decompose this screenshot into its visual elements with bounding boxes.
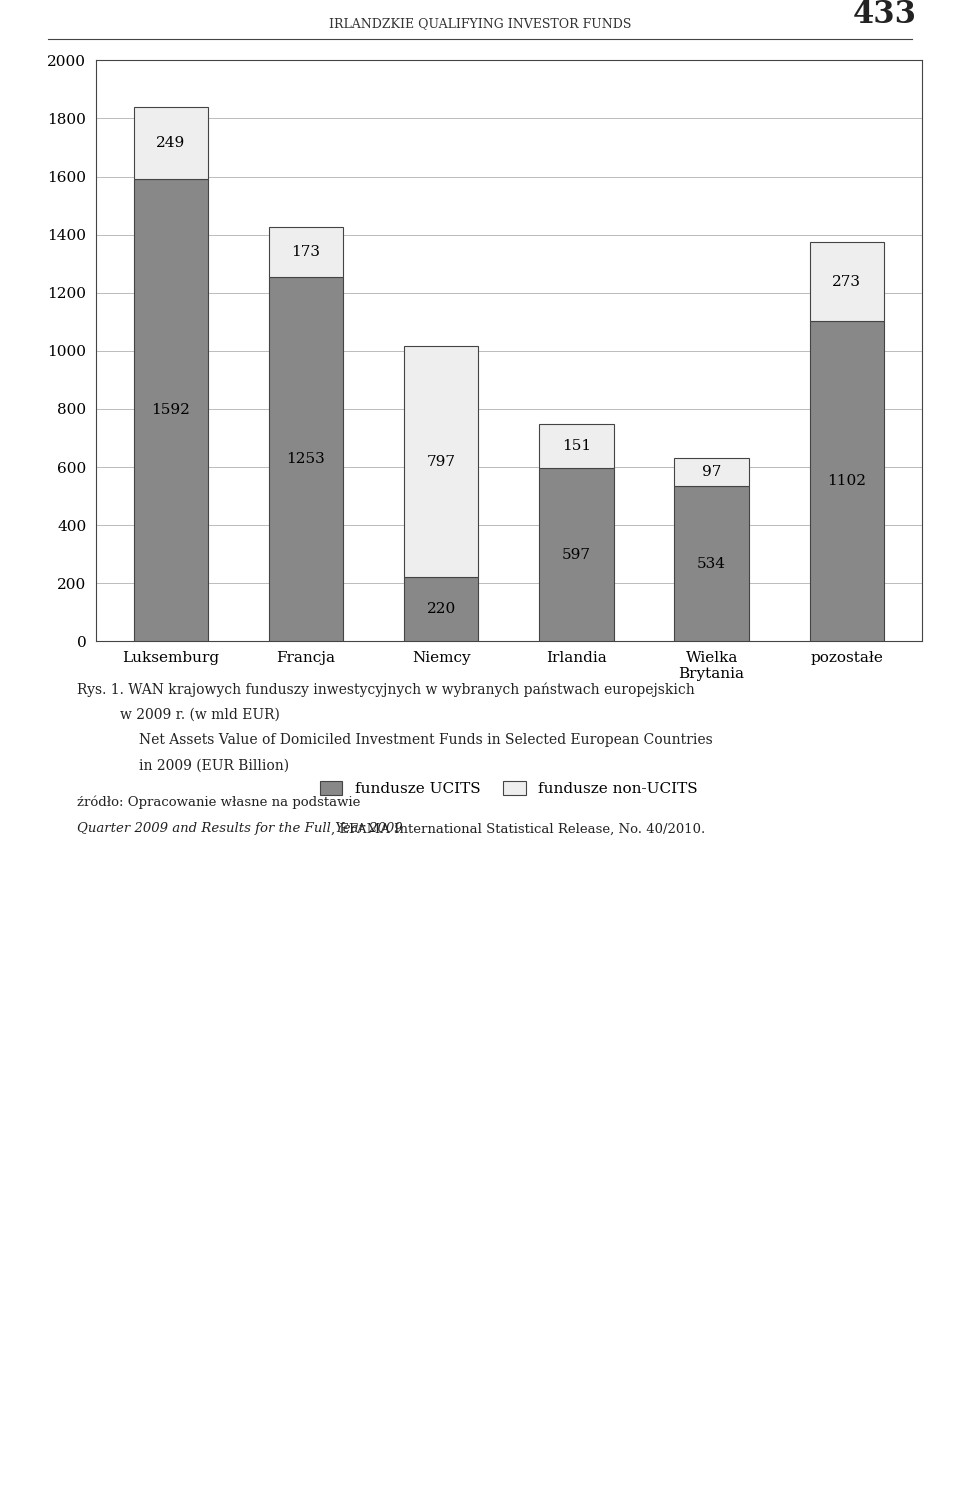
Text: w 2009 r. (w mld EUR): w 2009 r. (w mld EUR) (120, 708, 280, 721)
Bar (809, 241, 884, 321)
Legend: fundusze UCITS, fundusze non-UCITS: fundusze UCITS, fundusze non-UCITS (320, 782, 698, 797)
Text: 1592: 1592 (152, 403, 190, 416)
Text: 220: 220 (426, 602, 456, 616)
Text: IRLANDZKIE QUALIFYING INVESTOR FUNDS: IRLANDZKIE QUALIFYING INVESTOR FUNDS (329, 17, 631, 30)
Text: źródło: Opracowanie własne na podstawie: źródło: Opracowanie własne na podstawie (77, 795, 365, 809)
Text: 597: 597 (562, 548, 591, 561)
Bar (404, 578, 478, 641)
Bar (404, 346, 478, 578)
Bar (675, 459, 749, 486)
Text: 1102: 1102 (828, 474, 866, 489)
Bar (809, 321, 884, 641)
Bar (675, 486, 749, 641)
Bar (540, 468, 613, 641)
Bar (540, 424, 613, 468)
Text: in 2009 (EUR Billion): in 2009 (EUR Billion) (139, 759, 289, 773)
Text: 249: 249 (156, 136, 185, 149)
Text: 97: 97 (702, 465, 721, 480)
Text: 797: 797 (426, 454, 456, 469)
Text: Net Assets Value of Domiciled Investment Funds in Selected European Countries: Net Assets Value of Domiciled Investment… (139, 733, 713, 747)
Text: 273: 273 (832, 275, 861, 288)
Bar (133, 107, 208, 180)
Text: 173: 173 (292, 246, 321, 260)
Text: , EFAMA International Statistical Release, No. 40/2010.: , EFAMA International Statistical Releas… (331, 822, 706, 836)
Text: Rys. 1. WAN krajowych funduszy inwestycyjnych w wybranych państwach europejskich: Rys. 1. WAN krajowych funduszy inwestycy… (77, 682, 694, 697)
Text: Quarter 2009 and Results for the Full Year 2009: Quarter 2009 and Results for the Full Ye… (77, 822, 402, 836)
Bar (133, 180, 208, 641)
Bar (269, 278, 343, 641)
Text: 151: 151 (562, 439, 591, 453)
Bar (269, 226, 343, 278)
Text: 433: 433 (852, 0, 917, 30)
Text: 534: 534 (697, 557, 726, 570)
Text: 1253: 1253 (287, 453, 325, 466)
